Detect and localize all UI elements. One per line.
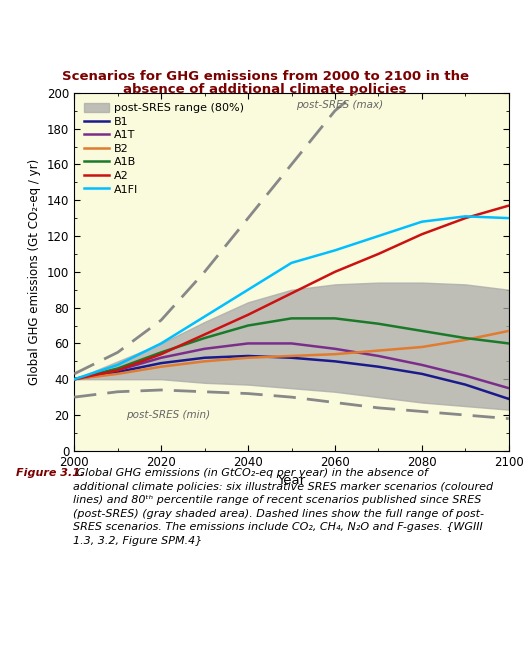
Text: absence of additional climate policies: absence of additional climate policies xyxy=(123,83,407,96)
Text: post-SRES (max): post-SRES (max) xyxy=(296,100,383,110)
Text: post-SRES (min): post-SRES (min) xyxy=(126,410,210,420)
Text: Scenarios for GHG emissions from 2000 to 2100 in the: Scenarios for GHG emissions from 2000 to… xyxy=(61,70,469,83)
X-axis label: Year: Year xyxy=(277,474,306,487)
Text: Figure 3.1.: Figure 3.1. xyxy=(16,468,84,478)
Text: Global GHG emissions (in GtCO₂-eq per year) in the absence of
additional climate: Global GHG emissions (in GtCO₂-eq per ye… xyxy=(73,468,493,546)
Y-axis label: Global GHG emissions (Gt CO₂-eq / yr): Global GHG emissions (Gt CO₂-eq / yr) xyxy=(29,158,41,385)
Legend: post-SRES range (80%), B1, A1T, B2, A1B, A2, A1FI: post-SRES range (80%), B1, A1T, B2, A1B,… xyxy=(80,98,249,199)
